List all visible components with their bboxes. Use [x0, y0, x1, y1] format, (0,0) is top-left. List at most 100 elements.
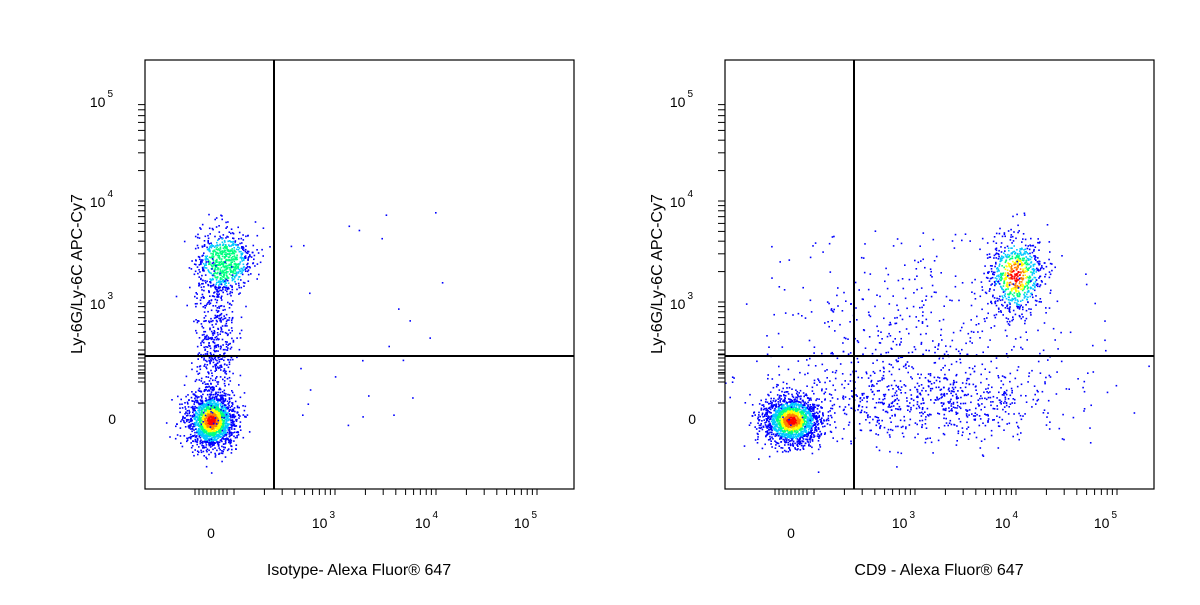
event-dot [228, 282, 230, 284]
event-dot [230, 262, 232, 264]
event-dot [177, 396, 179, 398]
event-dot [243, 260, 245, 262]
event-dot [233, 258, 235, 260]
event-dot [1050, 290, 1052, 292]
event-dot [386, 214, 388, 216]
event-dot [191, 268, 193, 270]
event-dot [198, 451, 200, 453]
event-dot [238, 272, 240, 274]
event-dot [763, 404, 765, 406]
event-dot [829, 424, 831, 426]
event-dot [227, 450, 229, 452]
event-dot [233, 269, 235, 271]
event-dot [222, 437, 224, 439]
event-dot [226, 434, 228, 436]
event-dot [240, 270, 242, 272]
event-dot [204, 405, 206, 407]
event-dot [816, 421, 818, 423]
event-dot [207, 394, 209, 396]
event-dot [778, 405, 780, 407]
event-dot [216, 226, 218, 228]
event-dot [803, 392, 805, 394]
event-dot [1013, 245, 1015, 247]
event-dot [184, 406, 186, 408]
event-dot [788, 444, 790, 446]
event-dot [784, 392, 786, 394]
event-dot [215, 265, 217, 267]
event-dot [238, 285, 240, 287]
event-dot [203, 451, 205, 453]
event-dot [192, 423, 194, 425]
event-dot [236, 249, 238, 251]
event-dot [208, 360, 210, 362]
event-dot [770, 418, 772, 420]
event-dot [221, 313, 223, 315]
event-dot [777, 394, 779, 396]
event-dot [188, 406, 190, 408]
event-dot [222, 292, 224, 294]
event-dot [204, 336, 206, 338]
event-dot [201, 426, 203, 428]
event-dot [793, 401, 795, 403]
event-dot [800, 449, 802, 451]
event-dot [184, 384, 186, 386]
event-dot [204, 265, 206, 267]
event-dot [190, 437, 192, 439]
event-dot [212, 341, 214, 343]
event-dot [783, 411, 785, 413]
event-dot [218, 253, 220, 255]
event-dot [798, 434, 800, 436]
event-dot [195, 259, 197, 261]
event-dot [1008, 277, 1010, 279]
event-dot [792, 408, 794, 410]
event-dot [784, 418, 786, 420]
event-dot [218, 407, 220, 409]
event-dot [1037, 330, 1039, 332]
event-dot [240, 257, 242, 259]
event-dot [1021, 254, 1023, 256]
event-dot [203, 286, 205, 288]
event-dot [244, 256, 246, 258]
event-dot [230, 295, 232, 297]
event-dot [792, 414, 794, 416]
event-dot [240, 273, 242, 275]
event-dot [814, 412, 816, 414]
event-dot [991, 271, 993, 273]
event-dot [200, 342, 202, 344]
event-dot [251, 256, 253, 258]
event-dot [769, 432, 771, 434]
event-dot [204, 266, 206, 268]
event-dot [231, 390, 233, 392]
event-dot [213, 435, 215, 437]
event-dot [216, 423, 218, 425]
event-dot [222, 256, 224, 258]
event-dot [221, 366, 223, 368]
event-dot [217, 425, 219, 427]
event-dot [784, 440, 786, 442]
event-dot [245, 236, 247, 238]
event-dot [185, 396, 187, 398]
event-dot [197, 373, 199, 375]
event-dot [1018, 292, 1020, 294]
event-dot [766, 427, 768, 429]
event-dot [207, 353, 209, 355]
event-dot [811, 408, 813, 410]
event-dot [208, 290, 210, 292]
event-dot [770, 398, 772, 400]
y-axis-label: Ly-6G/Ly-6C APC-Cy7 [69, 194, 86, 354]
event-dot [798, 413, 800, 415]
event-dot [759, 425, 761, 427]
event-dot [217, 245, 219, 247]
event-dot [224, 261, 226, 263]
event-dot [214, 342, 216, 344]
event-dot [193, 394, 195, 396]
event-dot [223, 435, 225, 437]
event-dot [220, 331, 222, 333]
event-dot [206, 466, 208, 468]
event-dot [236, 289, 238, 291]
event-dot [171, 399, 173, 401]
event-dot [208, 214, 210, 216]
event-dot [758, 414, 760, 416]
event-dot [215, 245, 217, 247]
